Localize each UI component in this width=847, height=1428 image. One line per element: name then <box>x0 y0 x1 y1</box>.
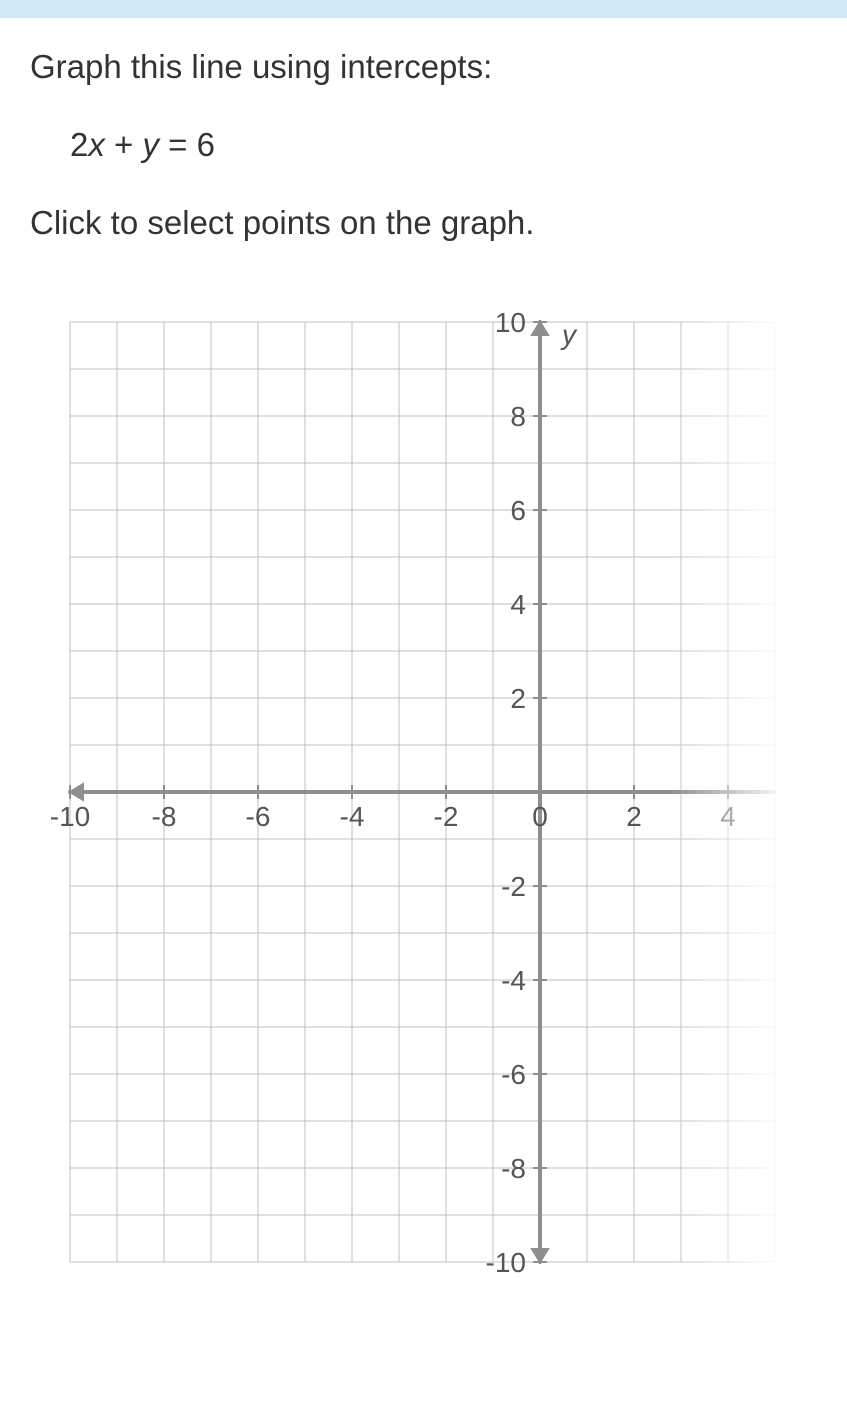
svg-text:-2: -2 <box>501 871 526 902</box>
svg-text:2: 2 <box>510 683 526 714</box>
svg-text:-6: -6 <box>501 1059 526 1090</box>
equation-rhs: 6 <box>197 126 215 163</box>
svg-text:-8: -8 <box>501 1153 526 1184</box>
equation-eq: = <box>159 126 197 163</box>
svg-text:y: y <box>560 319 578 350</box>
svg-text:0: 0 <box>532 801 548 832</box>
equation: 2x + y = 6 <box>70 126 817 164</box>
svg-text:6: 6 <box>510 495 526 526</box>
svg-text:-4: -4 <box>501 965 526 996</box>
svg-text:-8: -8 <box>152 801 177 832</box>
svg-text:8: 8 <box>510 401 526 432</box>
prompt-title: Graph this line using intercepts: <box>30 48 817 86</box>
svg-text:-2: -2 <box>434 801 459 832</box>
instruction: Click to select points on the graph. <box>30 204 817 242</box>
svg-text:-6: -6 <box>246 801 271 832</box>
equation-plus: + <box>105 126 143 163</box>
coordinate-graph[interactable]: -10 -8 -6 -4 -2 0 2 4 10 8 6 4 2 -2 -4 -6 -8 -10 y <box>30 292 790 1292</box>
equation-coef1: 2 <box>70 126 88 163</box>
svg-text:10: 10 <box>495 307 526 338</box>
svg-text:-4: -4 <box>340 801 365 832</box>
question-content: Graph this line using intercepts: 2x + y… <box>0 18 847 1312</box>
svg-text:-10: -10 <box>486 1247 526 1278</box>
top-accent-bar <box>0 0 847 18</box>
graph-container: -10 -8 -6 -4 -2 0 2 4 10 8 6 4 2 -2 -4 -6 -8 -10 y <box>30 292 790 1292</box>
svg-text:4: 4 <box>510 589 526 620</box>
svg-text:2: 2 <box>626 801 642 832</box>
svg-text:-10: -10 <box>50 801 90 832</box>
equation-var2: y <box>142 126 159 163</box>
equation-var1: x <box>88 126 105 163</box>
svg-text:4: 4 <box>720 801 736 832</box>
